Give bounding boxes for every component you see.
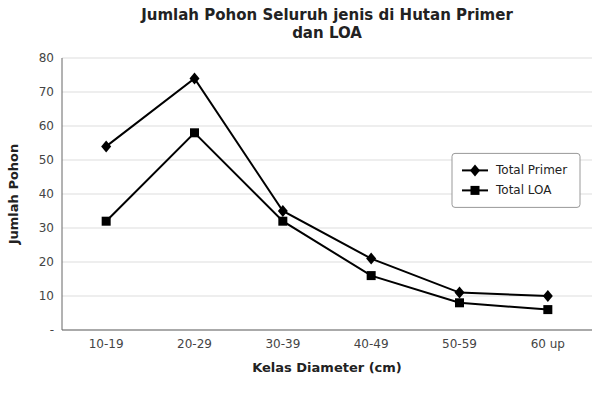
grid	[62, 58, 592, 330]
marker-square	[278, 217, 287, 226]
marker-diamond	[190, 72, 200, 84]
legend-box	[452, 153, 580, 207]
y-axis-label: Jumlah Pohon	[6, 144, 21, 246]
y-tick-label: 20	[39, 255, 54, 269]
x-axis-label: Kelas Diameter (cm)	[252, 360, 402, 375]
x-tick-label: 50-59	[442, 337, 477, 351]
x-tick-label: 60 up	[531, 337, 565, 351]
x-tick-label: 10-19	[89, 337, 124, 351]
legend-label: Total Primer	[495, 163, 567, 177]
y-tick-label: 30	[39, 221, 54, 235]
title-line: Jumlah Pohon Seluruh jenis di Hutan Prim…	[140, 6, 513, 24]
grid-line	[62, 58, 592, 59]
y-tick-label: 10	[39, 289, 54, 303]
y-tick-label: 40	[39, 187, 54, 201]
marker-square	[367, 271, 376, 280]
legend: Total Primer Total LOA	[452, 153, 580, 207]
grid-line	[62, 330, 592, 331]
grid-line	[62, 262, 592, 263]
x-tick-label: 40-49	[354, 337, 389, 351]
y-tick-label: 80	[39, 51, 54, 65]
marker-diamond	[101, 140, 111, 152]
x-tick-label: 20-29	[177, 337, 212, 351]
grid-line	[62, 296, 592, 297]
y-tick-label: -	[50, 323, 54, 337]
grid-line	[62, 126, 592, 127]
title: Jumlah Pohon Seluruh jenis di Hutan Prim…	[140, 6, 513, 42]
chart-svg: Jumlah Pohon Seluruh jenis di Hutan Prim…	[0, 0, 612, 394]
legend-label: Total LOA	[495, 183, 552, 197]
y-tick-label: 50	[39, 153, 54, 167]
marker-square	[543, 305, 552, 314]
marker-diamond	[455, 287, 465, 299]
marker-diamond	[278, 205, 288, 217]
marker-square	[471, 186, 480, 195]
y-tick-label: 60	[39, 119, 54, 133]
x-axis	[62, 330, 592, 331]
marker-square	[102, 217, 111, 226]
marker-diamond	[470, 164, 480, 176]
x-tick-label: 30-39	[265, 337, 300, 351]
y-tick-label: 70	[39, 85, 54, 99]
grid-line	[62, 228, 592, 229]
title-line: dan LOA	[292, 24, 362, 42]
grid-line	[62, 92, 592, 93]
chart-container: Jumlah Pohon Seluruh jenis di Hutan Prim…	[0, 0, 612, 394]
marker-diamond	[366, 253, 376, 265]
marker-square	[455, 298, 464, 307]
y-axis	[62, 58, 63, 330]
marker-diamond	[543, 290, 553, 302]
marker-square	[190, 128, 199, 137]
